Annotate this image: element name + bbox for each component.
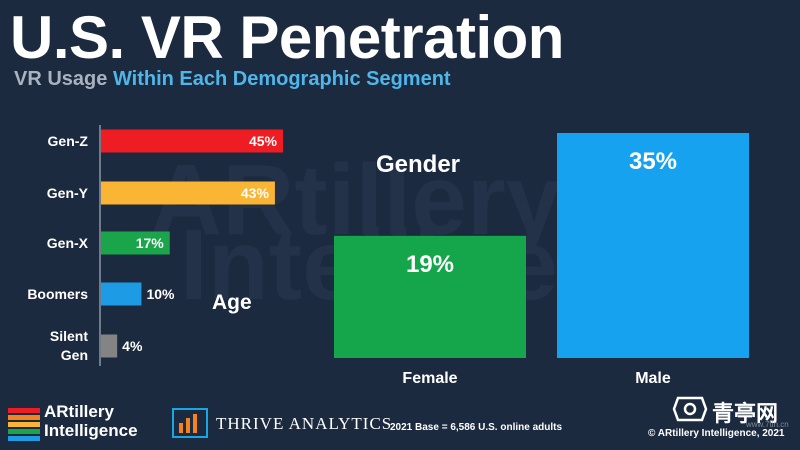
copyright: © ARtillery Intelligence, 2021 [648, 428, 785, 439]
age-bar [101, 334, 118, 358]
age-chart-title: Age [212, 291, 252, 314]
age-value-label: 43% [241, 185, 270, 201]
gender-chart: 19% Female 35% Male Gender [334, 133, 749, 387]
base-note: 2021 Base = 6,586 U.S. online adults [390, 422, 563, 433]
age-category-label: Gen-Z [48, 133, 89, 149]
age-chart: Gen-Z 45% Gen-Y 43% Gen-X 17% Boomers 10% Silent… [27, 129, 283, 363]
subtitle: VR Usage Within Each Demographic Segment [14, 68, 451, 91]
logo-line1: ARtillery [44, 402, 114, 421]
gender-chart-title: Gender [376, 151, 460, 178]
logo-text: ARtillery Intelligence [44, 402, 138, 440]
gender-bar [557, 133, 749, 358]
age-bar [101, 129, 283, 153]
age-bar [101, 181, 275, 205]
age-value-label: 4% [122, 338, 143, 354]
age-category-label: Boomers [27, 286, 88, 302]
qingting-url: www.7tin.cn [746, 420, 789, 429]
age-category-label: Gen-X [47, 235, 89, 251]
age-value-label: 17% [136, 235, 165, 251]
age-value-label: 45% [249, 133, 278, 149]
gender-category-label: Male [635, 370, 671, 387]
age-category-label: Gen-Y [47, 185, 89, 201]
age-bar [101, 231, 170, 255]
gender-value-label: 19% [406, 251, 454, 278]
page-title: U.S. VR Penetration [10, 4, 564, 71]
logo-line2: Intelligence [44, 421, 138, 440]
age-bar [101, 282, 142, 306]
age-category-label: Gen [61, 347, 88, 363]
age-category-label: Silent [50, 328, 88, 344]
thrive-text: THRIVE ANALYTICS [216, 414, 393, 433]
age-value-label: 10% [146, 286, 175, 302]
logo-bars-icon [8, 408, 40, 442]
subtitle-part1: VR Usage [14, 68, 108, 90]
gender-category-label: Female [402, 370, 457, 387]
qingting-text: 青亭网 [712, 401, 779, 426]
gender-bar [334, 235, 526, 358]
qingting-icon [672, 396, 708, 422]
thrive-icon [172, 408, 208, 438]
gender-value-label: 35% [629, 148, 677, 175]
subtitle-part2: Within Each Demographic Segment [112, 68, 451, 90]
